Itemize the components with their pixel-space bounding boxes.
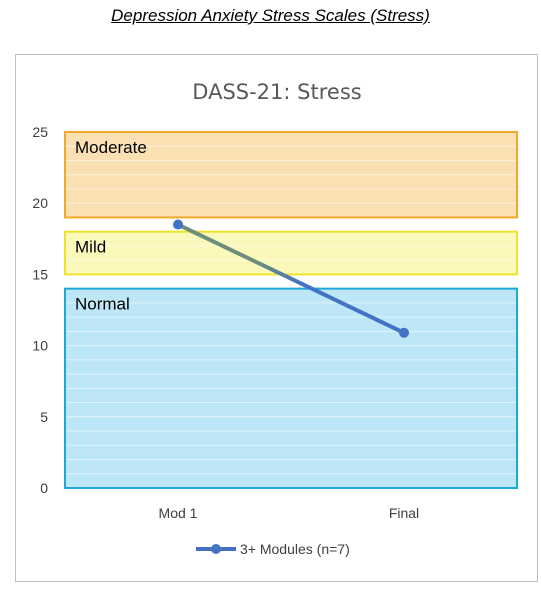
y-tick-label: 25 xyxy=(32,124,48,140)
y-tick-label: 5 xyxy=(40,409,48,425)
y-tick-label: 10 xyxy=(32,338,48,354)
chart-title: DASS-21: Stress xyxy=(192,80,361,104)
page-title: Depression Anxiety Stress Scales (Stress… xyxy=(111,6,430,25)
band-mild xyxy=(64,230,518,276)
series-layer xyxy=(173,219,409,338)
y-tick-label: 15 xyxy=(32,266,48,282)
y-axis: 0 5 10 15 20 25 xyxy=(32,124,48,496)
series-line xyxy=(176,222,406,335)
data-point xyxy=(399,327,409,338)
y-tick-label: 20 xyxy=(32,195,48,211)
legend-marker xyxy=(211,544,221,554)
x-axis: Mod 1 Final xyxy=(159,505,420,521)
band-label-moderate: Moderate xyxy=(75,138,147,157)
legend: 3+ Modules (n=7) xyxy=(196,541,350,557)
x-category-label: Final xyxy=(389,505,419,521)
x-category-label: Mod 1 xyxy=(159,505,198,521)
y-tick-label: 0 xyxy=(40,480,48,496)
legend-label: 3+ Modules (n=7) xyxy=(240,541,350,557)
band-label-normal: Normal xyxy=(75,295,130,314)
data-point xyxy=(173,219,183,230)
band-label-mild: Mild xyxy=(75,238,106,257)
range-bands: Normal Mild Moderate xyxy=(64,131,518,490)
